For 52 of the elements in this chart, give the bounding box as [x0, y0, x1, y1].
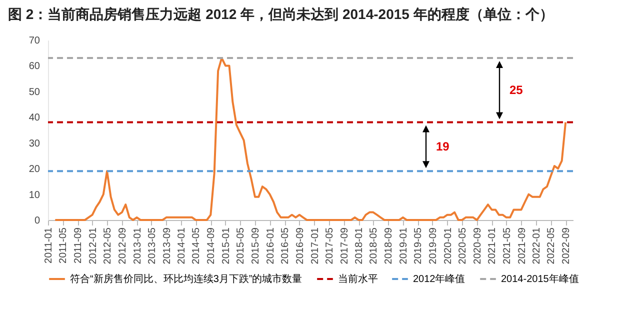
x-tick-label: 2012-09 [117, 227, 128, 264]
x-tick-label: 2022-05 [546, 227, 558, 264]
x-tick-label: 2022-09 [561, 227, 572, 264]
x-tick-label: 2012-01 [88, 227, 99, 264]
y-tick-label: 60 [28, 61, 40, 72]
y-tick-label: 70 [28, 36, 40, 46]
x-tick-label: 2011-05 [58, 227, 70, 264]
x-tick-label: 2014-09 [206, 227, 218, 264]
x-tick-label: 2019-05 [413, 227, 424, 264]
annotation: 19 [436, 140, 450, 154]
x-tick-label: 2011-09 [73, 227, 84, 264]
x-tick-label: 2019-01 [398, 227, 410, 264]
annotation: 25 [510, 83, 524, 98]
y-tick-label: 10 [28, 190, 40, 201]
x-tick-label: 2020-09 [472, 227, 484, 264]
x-tick-label: 2012-05 [102, 227, 114, 264]
x-tick-label: 2018-05 [368, 227, 380, 264]
x-tick-label: 2016-01 [265, 227, 276, 264]
x-tick-label: 2015-05 [236, 227, 247, 264]
x-tick-label: 2014-05 [191, 227, 202, 264]
x-tick-label: 2016-09 [294, 227, 306, 264]
legend-label: 符合“新房售价同比、环比均连续3月下跌”的城市数量 [70, 273, 302, 285]
x-tick-label: 2018-09 [384, 227, 395, 264]
x-tick-label: 2019-09 [428, 227, 439, 264]
y-tick-label: 0 [34, 216, 40, 226]
legend-label: 2014-2015年峰值 [501, 273, 579, 285]
legend-label: 2012年峰值 [413, 273, 466, 285]
x-tick-label: 2013-09 [162, 227, 173, 264]
line-series [54, 57, 567, 221]
x-tick-label: 2013-05 [146, 227, 158, 264]
x-tick-label: 2021-05 [502, 227, 513, 264]
x-tick-label: 2018-01 [354, 227, 366, 264]
x-tick-label: 2015-01 [220, 227, 232, 264]
y-tick-label: 40 [28, 112, 40, 124]
x-tick-label: 2022-01 [532, 227, 543, 264]
x-tick-label: 2020-01 [442, 227, 454, 264]
chart-title: 图 2：当前商品房销售压力远超 2012 年，但尚未达到 2014-2015 年的程度（单位：个） [8, 6, 554, 22]
x-tick-label: 2013-01 [132, 227, 144, 264]
y-tick-label: 30 [28, 138, 40, 150]
y-tick-label: 50 [28, 86, 40, 98]
x-tick-label: 2020-05 [457, 227, 468, 264]
x-tick-label: 2017-05 [324, 227, 336, 264]
x-tick-label: 2015-09 [250, 227, 262, 264]
x-tick-label: 2014-01 [176, 227, 188, 264]
x-tick-label: 2021-01 [487, 227, 498, 264]
legend-label: 当前水平 [338, 273, 378, 285]
x-tick-label: 2021-09 [516, 227, 528, 264]
x-tick-label: 2016-05 [280, 227, 292, 264]
y-tick-label: 20 [28, 164, 40, 176]
x-tick-label: 2017-09 [339, 227, 350, 264]
x-tick-label: 2017-01 [310, 227, 321, 264]
x-tick-label: 2011-01 [44, 227, 54, 264]
